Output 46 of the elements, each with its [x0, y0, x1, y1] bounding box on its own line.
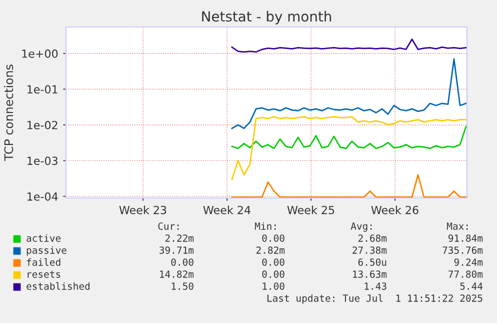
line-series	[231, 58, 467, 130]
text: 1.00	[262, 282, 284, 290]
legend-label: failed	[26, 258, 60, 266]
text: 5.44	[460, 282, 483, 290]
y-tick-label: 1e-02	[28, 120, 58, 130]
text: 9.24m	[454, 258, 483, 266]
text: 0.00	[262, 258, 284, 266]
line-series	[231, 126, 467, 150]
text: 0.00	[262, 234, 284, 242]
x-tick-label: Week 26	[371, 206, 418, 214]
legend-label: passive	[26, 246, 66, 256]
y-tick-label: 1e-01	[28, 85, 58, 94]
line-series	[231, 174, 467, 198]
legend-label: active	[26, 234, 61, 242]
line-series	[231, 116, 467, 180]
legend-label: resets	[28, 270, 60, 278]
text: 91.84m	[448, 234, 483, 242]
chart-title: Netstat - by month	[202, 10, 332, 24]
y-tick-label: 1e-03	[28, 156, 58, 166]
text: Max:	[446, 222, 468, 230]
text: 2.22m	[165, 234, 194, 242]
text: 1.50	[172, 282, 194, 290]
text: 14.82m	[160, 270, 194, 278]
text: 1.43	[364, 282, 386, 290]
text: 0.00	[171, 258, 194, 266]
text: 39.71m	[160, 246, 194, 254]
y-tick-label: 1e-04	[28, 192, 58, 201]
x-tick-label: Week 24	[203, 206, 250, 214]
text: 735.76m	[442, 246, 483, 254]
legend-label: established	[26, 282, 90, 290]
x-tick-label: Week 25	[287, 206, 334, 214]
y-tick-label: 1e+00	[22, 49, 58, 58]
text: 2.68m	[358, 234, 387, 242]
text: 13.63m	[353, 270, 387, 278]
text: Cur:	[158, 222, 179, 230]
text: 27.38m	[352, 246, 387, 254]
line-series	[231, 38, 467, 53]
y-axis-title: TCP connections	[4, 64, 14, 161]
text: 2.82m	[256, 246, 285, 254]
x-tick-label: Week 23	[119, 206, 166, 214]
text: Avg:	[350, 222, 372, 232]
text: 0.00	[262, 270, 284, 278]
text: 6.50u	[358, 258, 386, 266]
text: Last update: Tue Jul 1 11:51:22 2025	[267, 294, 482, 304]
text: Min:	[254, 222, 276, 230]
text: 77.80m	[448, 270, 483, 278]
